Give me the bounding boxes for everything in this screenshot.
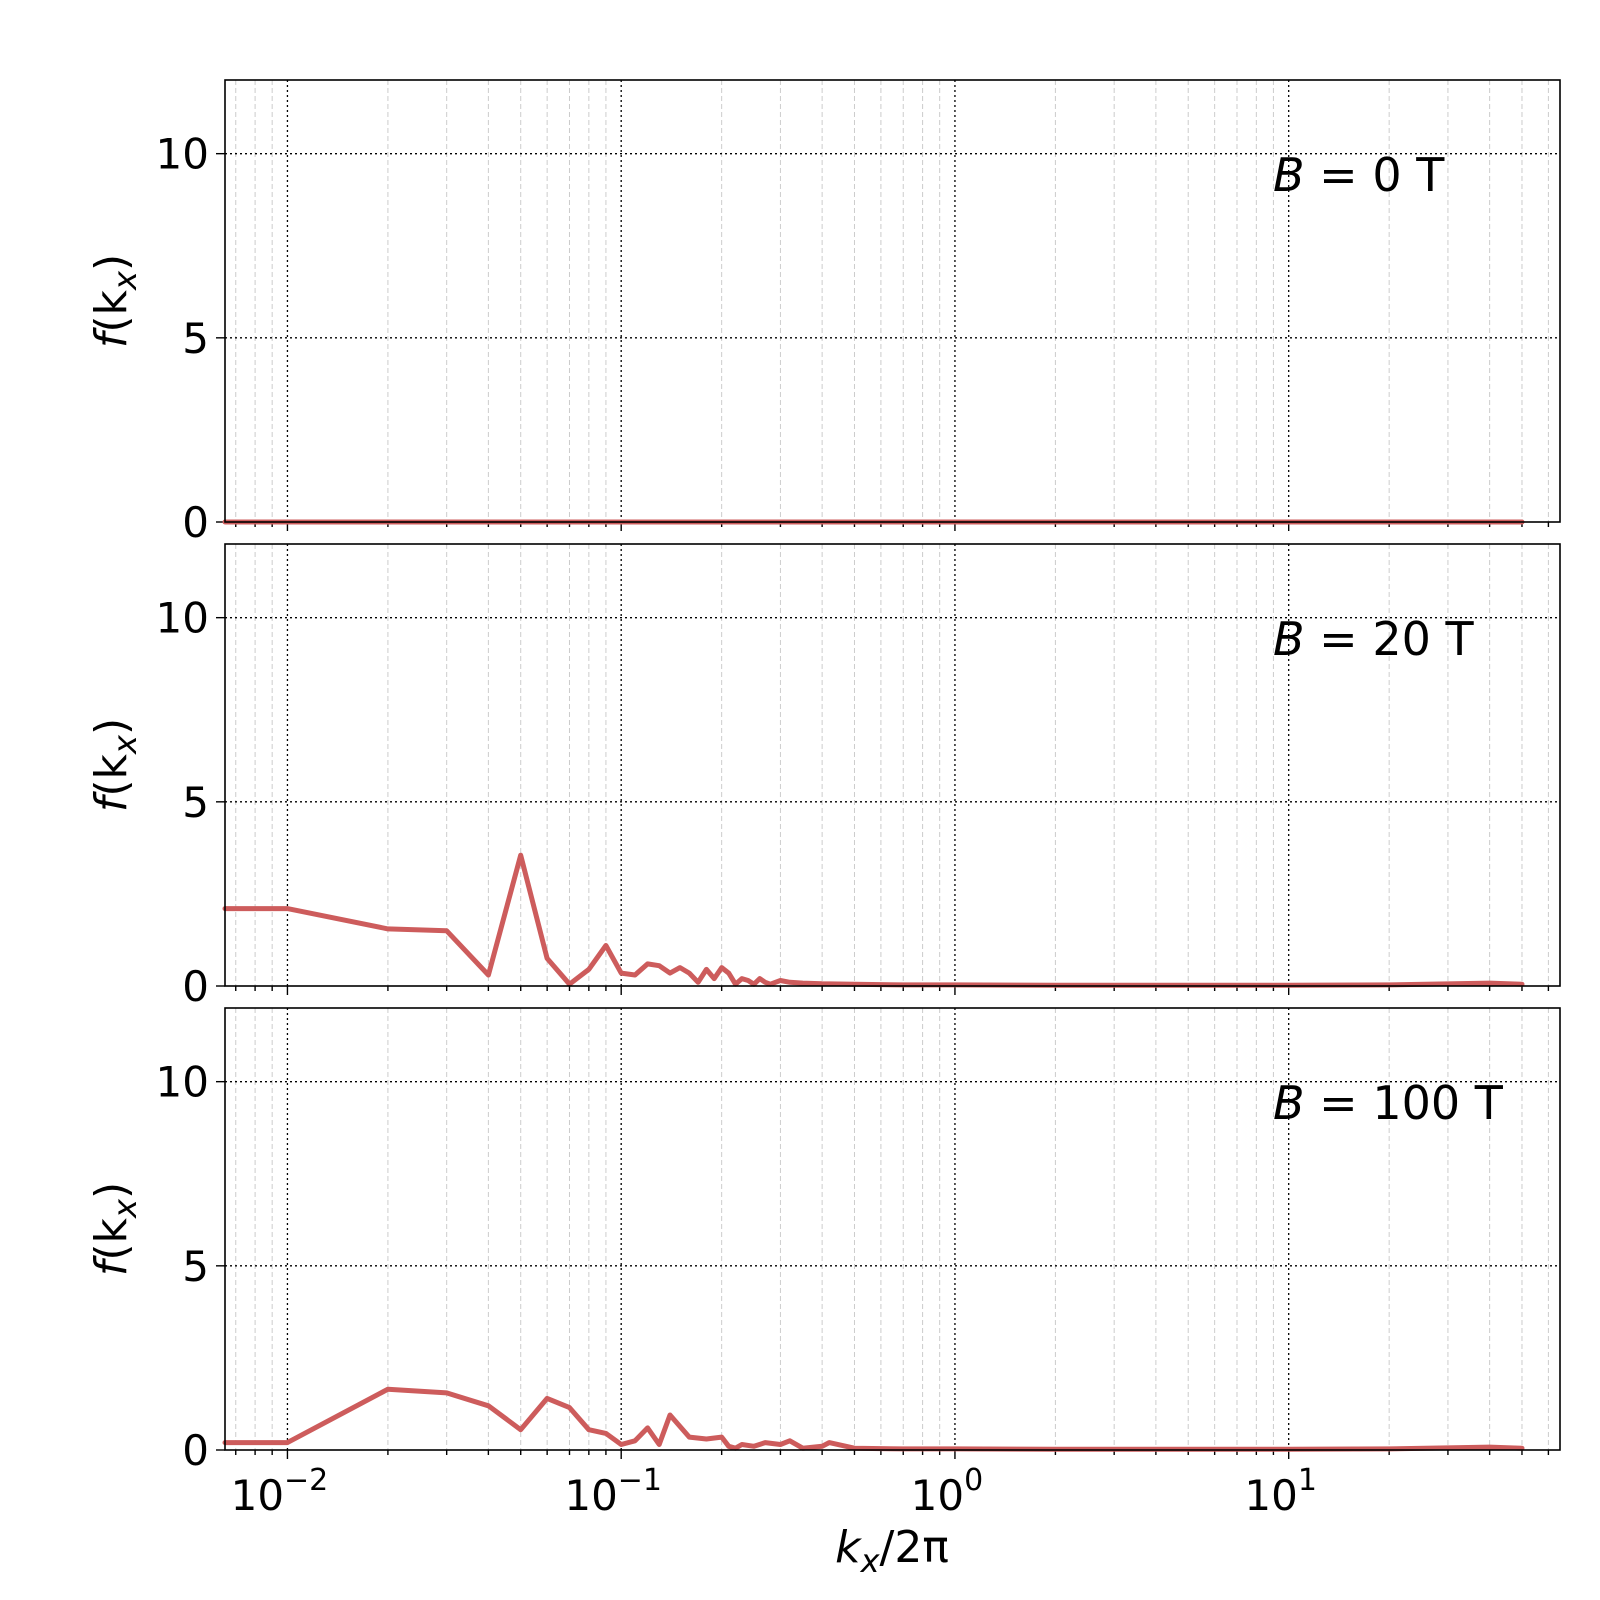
y-tick-label: 0	[182, 498, 209, 547]
x-axis-label: kx/2π	[835, 1522, 949, 1580]
x-tick-base: 10	[231, 1471, 284, 1520]
x-tick-label: 101	[1244, 1463, 1317, 1520]
annotation-var: B	[1273, 612, 1305, 666]
y-label-sub: x	[106, 734, 144, 755]
field-annotation: B = 100 T	[1273, 1076, 1504, 1130]
y-tick-label: 5	[182, 314, 209, 363]
annotation-value: = 20 T	[1305, 612, 1475, 666]
y-tick-label: 0	[182, 1426, 209, 1475]
y-tick-label: 0	[182, 962, 209, 1011]
annotation-value: = 100 T	[1305, 1076, 1504, 1130]
annotation-var: B	[1273, 148, 1305, 202]
panel-1: 0 5 10 f(kx) B = 0 T	[86, 79, 1561, 547]
series-line	[222, 1386, 1525, 1452]
y-tick-label: 5	[182, 1242, 209, 1291]
y-label-close: )	[86, 1182, 137, 1199]
y-label-open: (k	[86, 1217, 137, 1260]
y-label-sub: x	[106, 1198, 144, 1219]
y-label-sub: x	[106, 270, 144, 291]
x-tick-base: 10	[564, 1471, 617, 1520]
field-annotation: B = 0 T	[1273, 148, 1445, 202]
y-axis-label: f(kx)	[86, 254, 144, 348]
annotation-value: = 0 T	[1305, 148, 1446, 202]
y-label-close: )	[86, 254, 137, 271]
y-label-open: (k	[86, 753, 137, 796]
x-tick-exponent: 1	[1298, 1463, 1317, 1498]
y-label-close: )	[86, 718, 137, 735]
annotation-var: B	[1273, 1076, 1305, 1130]
axes-frame	[224, 543, 1561, 987]
x-tick-base: 10	[911, 1471, 964, 1520]
x-tick-exponent: −1	[618, 1463, 662, 1498]
x-label-sub: x	[860, 1542, 881, 1580]
axes-frame	[224, 79, 1561, 523]
x-tick-label: 100	[911, 1463, 984, 1520]
y-label-open: (k	[86, 289, 137, 332]
x-tick-label: 10−1	[564, 1463, 662, 1520]
field-annotation: B = 20 T	[1273, 612, 1475, 666]
x-label-rest: /2π	[880, 1522, 949, 1573]
y-tick-label: 10	[156, 130, 209, 179]
y-axis-label: f(kx)	[86, 1182, 144, 1276]
x-tick-base: 10	[1244, 1471, 1297, 1520]
x-tick-exponent: 0	[964, 1463, 983, 1498]
x-tick-exponent: −2	[284, 1463, 328, 1498]
x-tick-label: 10−2	[231, 1463, 329, 1520]
y-tick-label: 10	[156, 1058, 209, 1107]
axes-frame	[224, 1007, 1561, 1451]
panel-2: 0 5 10 f(kx) B = 20 T	[86, 543, 1561, 1011]
y-tick-label: 5	[182, 778, 209, 827]
x-label-k: k	[835, 1522, 862, 1573]
y-axis-label: f(kx)	[86, 718, 144, 812]
series-line	[222, 852, 1525, 988]
y-tick-label: 10	[156, 594, 209, 643]
